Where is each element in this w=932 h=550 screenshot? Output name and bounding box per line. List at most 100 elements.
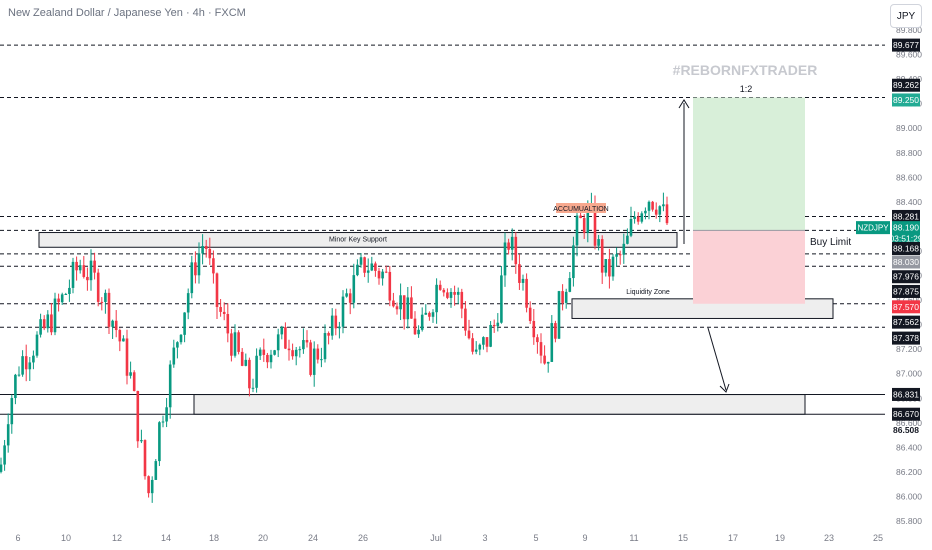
price-label-text: 88.190 <box>893 223 919 233</box>
candle <box>510 228 514 261</box>
candle <box>122 335 125 342</box>
candle-body <box>183 312 186 335</box>
currency-button[interactable]: JPY <box>890 4 922 28</box>
candle-body <box>28 362 32 370</box>
candle-body <box>111 320 114 327</box>
candle <box>532 308 536 345</box>
candle-body <box>251 387 255 389</box>
candle-body <box>0 464 3 472</box>
candle <box>305 330 309 348</box>
candle <box>629 206 633 238</box>
candle <box>21 350 24 377</box>
candle <box>302 328 305 354</box>
candle <box>147 475 150 498</box>
candle <box>208 237 212 265</box>
candle-body <box>446 292 449 298</box>
price-tick: 87.200 <box>896 344 922 354</box>
candle-body <box>280 327 284 335</box>
price-label-bg <box>892 241 920 255</box>
time-axis[interactable]: 6 10 12 14 18 20 24 26 Jul 3 5 9 11 15 17 19 23 25 <box>15 533 883 543</box>
candle-body <box>651 201 654 210</box>
price-label: 03:51:29 <box>889 232 923 246</box>
candle <box>651 200 654 212</box>
candle-body <box>46 314 50 329</box>
candle <box>446 288 449 300</box>
time-tick: 18 <box>209 533 219 543</box>
time-tick: 12 <box>112 533 122 543</box>
candle-body <box>489 324 492 347</box>
candle-body <box>442 289 446 293</box>
candle <box>114 310 118 338</box>
price-label-bg <box>892 93 920 107</box>
time-tick: 23 <box>824 533 834 543</box>
candle <box>129 361 132 379</box>
price-label-bg <box>892 270 920 284</box>
candle <box>500 265 503 324</box>
candle <box>251 378 255 393</box>
candle-body <box>32 355 35 363</box>
candle-body <box>233 332 237 356</box>
candle-body <box>14 374 17 399</box>
candle-body <box>550 323 554 362</box>
candle-body <box>201 245 204 254</box>
candle <box>320 347 323 368</box>
candle <box>230 328 233 362</box>
candle-body <box>460 291 464 309</box>
candle <box>118 328 122 352</box>
candle <box>377 267 381 285</box>
price-label-bg <box>892 387 920 401</box>
candle <box>233 324 237 358</box>
candlesticks <box>0 192 669 503</box>
candle-body <box>107 292 111 327</box>
candle <box>86 267 89 291</box>
candle-body <box>654 209 658 215</box>
candle <box>345 288 348 298</box>
price-tick: 86.600 <box>896 418 922 428</box>
time-tick: 20 <box>258 533 268 543</box>
candle <box>417 325 420 338</box>
price-tick: 89.000 <box>896 123 922 133</box>
candle <box>237 330 240 355</box>
candle-body <box>525 278 528 308</box>
long-position-tool[interactable]: 1:2 Buy Limit <box>693 84 851 304</box>
price-label-bg <box>892 407 920 421</box>
candle-body <box>449 292 453 298</box>
price-label-text: 88.030 <box>893 257 919 267</box>
candle <box>197 242 201 284</box>
candle <box>93 252 96 280</box>
candle <box>165 398 168 428</box>
candle-body <box>132 372 136 391</box>
zone-box <box>193 394 806 415</box>
candle-body <box>521 278 525 283</box>
candle <box>244 353 248 367</box>
candle <box>64 292 68 295</box>
candle-body <box>438 284 442 290</box>
candle <box>658 205 662 223</box>
time-tick: 6 <box>15 533 20 543</box>
candle <box>334 308 338 336</box>
candle-body <box>611 256 615 277</box>
candle-body <box>154 461 158 480</box>
candle-body <box>352 275 356 303</box>
candle <box>291 343 294 360</box>
candle-body <box>24 356 28 370</box>
candle <box>330 308 334 340</box>
candle-body <box>168 364 172 408</box>
candle-body <box>122 338 125 342</box>
candle <box>316 344 320 364</box>
candle-body <box>57 298 60 303</box>
candle-body <box>89 260 93 281</box>
time-tick: 9 <box>582 533 587 543</box>
candle <box>294 346 298 366</box>
candle <box>258 347 262 360</box>
candle <box>453 285 456 306</box>
price-tick: 89.600 <box>896 50 922 60</box>
candle <box>312 341 316 387</box>
price-label: 88.190 <box>892 221 920 235</box>
price-axis[interactable]: 89.80089.60089.40089.20089.00088.80088.6… <box>856 25 923 526</box>
price-label-bg <box>892 300 920 314</box>
price-tick: 88.600 <box>896 172 922 182</box>
candle-body <box>158 422 161 462</box>
price-tick: 88.800 <box>896 148 922 158</box>
